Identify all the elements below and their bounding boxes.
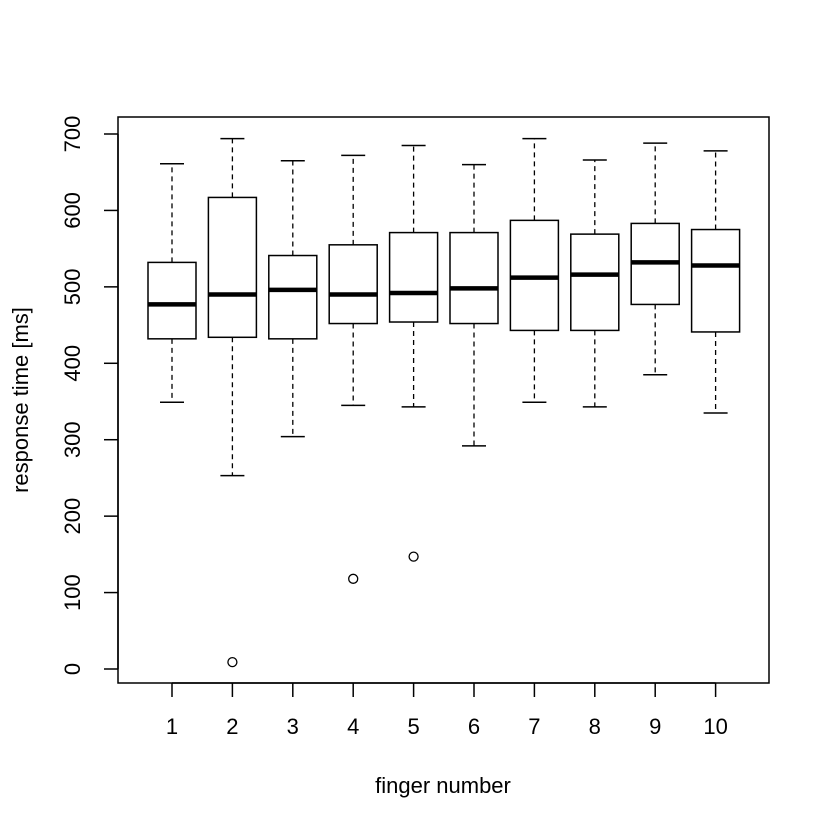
x-axis: 1 2 3 4 5 6 7 8 9 10 [166, 682, 728, 739]
y-tick-label: 600 [60, 192, 85, 229]
box-group [630, 142, 680, 376]
y-tick-label: 500 [60, 268, 85, 305]
box-group [690, 150, 741, 414]
y-tick-label: 200 [60, 498, 85, 535]
x-tick-label: 3 [287, 714, 299, 739]
outlier-point [227, 656, 238, 668]
box [509, 219, 560, 332]
box-group [449, 163, 499, 447]
box [207, 196, 258, 339]
box [570, 233, 620, 332]
x-tick-label: 7 [528, 714, 540, 739]
box-group [207, 137, 258, 668]
x-tick-label: 6 [468, 714, 480, 739]
box [147, 261, 197, 340]
x-tick-label: 2 [226, 714, 238, 739]
box [690, 228, 741, 333]
y-tick-label: 300 [60, 421, 85, 458]
box [268, 254, 318, 340]
outlier-point [348, 573, 359, 584]
box-group [268, 160, 318, 438]
boxes [147, 137, 741, 668]
box [449, 231, 499, 325]
x-tick-label: 5 [407, 714, 419, 739]
outlier-point [408, 551, 419, 562]
x-tick-label: 1 [166, 714, 178, 739]
box [328, 244, 378, 325]
y-tick-label: 100 [60, 574, 85, 611]
y-tick-label: 0 [60, 663, 85, 675]
x-tick-label: 4 [347, 714, 359, 739]
y-axis: 0 100 200 300 400 500 600 700 [60, 116, 119, 675]
box-group [328, 154, 378, 584]
box-group [388, 144, 439, 562]
x-tick-label: 9 [649, 714, 661, 739]
y-tick-label: 700 [60, 116, 85, 153]
box-group [147, 163, 197, 404]
box-group [570, 159, 620, 408]
x-tick-label: 8 [589, 714, 601, 739]
y-axis-title: response time [ms] [8, 307, 33, 493]
box [388, 231, 439, 323]
y-tick-label: 400 [60, 345, 85, 382]
box-group [509, 137, 560, 404]
x-axis-title: finger number [375, 773, 511, 798]
x-tick-label: 10 [703, 714, 727, 739]
